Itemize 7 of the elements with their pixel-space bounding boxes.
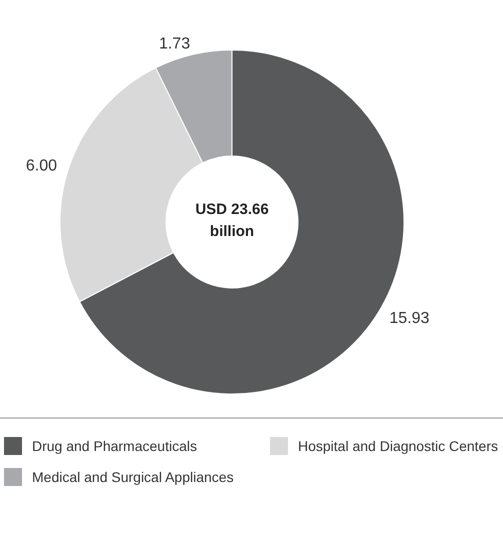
legend-label: Hospital and Diagnostic Centers	[298, 438, 498, 454]
text: USD 23.66 billion	[195, 201, 269, 240]
legend-label: Medical and Surgical Appliances	[32, 468, 234, 485]
legend-label: Drug and Pharmaceuticals	[32, 438, 197, 454]
data-label: 6.00	[26, 158, 58, 175]
data-label: 1.73	[158, 35, 190, 52]
data-label: 15.93	[389, 310, 430, 327]
